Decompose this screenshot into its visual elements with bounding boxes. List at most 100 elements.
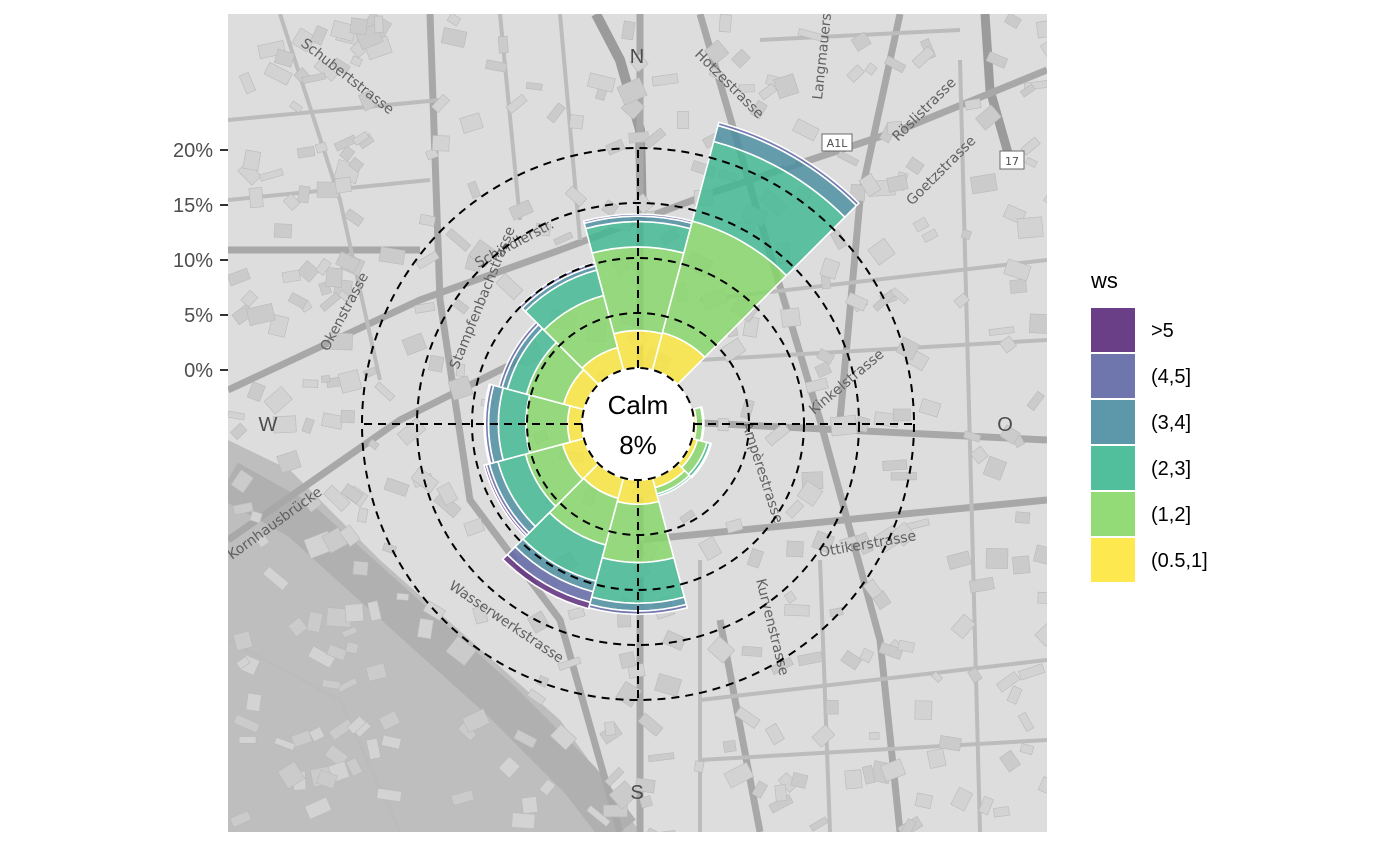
building <box>982 455 1008 481</box>
building <box>616 77 648 106</box>
building <box>647 752 675 763</box>
building <box>895 336 921 361</box>
building <box>879 758 907 782</box>
building <box>344 641 360 655</box>
building <box>450 789 475 806</box>
building <box>376 787 403 803</box>
building <box>790 771 809 789</box>
building <box>603 804 628 818</box>
building <box>858 172 882 198</box>
building <box>829 414 858 437</box>
building <box>526 688 547 706</box>
building <box>723 762 755 789</box>
building <box>862 578 883 600</box>
building <box>339 524 361 548</box>
wind-sector-segment <box>518 261 597 310</box>
direction-label-s: S <box>630 782 643 804</box>
building <box>962 430 982 443</box>
building <box>445 635 477 667</box>
building <box>734 706 761 729</box>
building <box>380 734 402 750</box>
building <box>758 83 778 101</box>
building <box>738 84 755 93</box>
building <box>693 760 705 773</box>
grid-circle <box>471 257 805 591</box>
building <box>914 792 934 810</box>
building <box>419 213 436 227</box>
building <box>988 326 1015 336</box>
building <box>797 651 824 667</box>
building <box>780 307 802 328</box>
building <box>436 481 459 506</box>
road-badge <box>999 150 1025 170</box>
building <box>228 410 246 421</box>
building <box>698 535 723 561</box>
building <box>459 112 484 134</box>
building <box>321 679 342 690</box>
road-badge <box>821 133 853 152</box>
building <box>310 25 328 46</box>
wind-sector-segment <box>483 463 528 538</box>
building <box>586 72 616 93</box>
building <box>467 180 481 199</box>
building <box>658 830 678 832</box>
building <box>546 102 566 124</box>
building <box>719 337 747 363</box>
building <box>608 780 639 810</box>
building <box>472 605 489 625</box>
building <box>445 227 472 252</box>
building <box>415 250 440 270</box>
building <box>707 635 736 664</box>
building <box>508 199 534 221</box>
building <box>230 469 254 494</box>
building <box>440 27 468 48</box>
building <box>374 381 396 402</box>
building <box>995 670 1021 693</box>
building <box>749 99 768 120</box>
building <box>365 737 382 760</box>
building <box>861 764 876 785</box>
building <box>328 332 353 351</box>
legend-label: (1,2] <box>1151 504 1191 526</box>
building <box>814 361 832 379</box>
building <box>273 48 296 68</box>
building <box>336 677 359 693</box>
direction-label-w: W <box>259 414 278 436</box>
building <box>245 692 262 712</box>
building <box>621 20 636 41</box>
building <box>461 708 491 734</box>
building <box>604 721 617 736</box>
building <box>263 385 293 415</box>
building <box>431 93 451 114</box>
building <box>816 348 835 366</box>
building <box>259 168 284 182</box>
legend: ws >5 (4,5] (3,4] (2,3] (1,2] (0.5,1] <box>1090 268 1208 582</box>
building <box>845 292 869 312</box>
building <box>341 626 358 639</box>
y-tick-label: 0% <box>184 360 213 382</box>
building <box>349 17 368 36</box>
building <box>334 176 353 194</box>
building <box>975 104 1002 131</box>
building <box>784 604 810 617</box>
building <box>505 93 528 115</box>
legend-label: (2,3] <box>1151 458 1191 480</box>
building <box>340 483 364 505</box>
building <box>662 629 687 651</box>
building <box>890 287 909 305</box>
building <box>844 769 863 790</box>
building <box>291 27 317 53</box>
y-tick-label: 20% <box>173 140 213 162</box>
building <box>352 560 369 576</box>
direction-label-o: O <box>997 414 1013 436</box>
building <box>1037 776 1047 797</box>
calm-label: Calm <box>608 390 669 420</box>
building <box>825 700 839 715</box>
building <box>786 540 804 558</box>
building <box>840 649 863 671</box>
building <box>892 408 911 422</box>
building <box>263 62 293 86</box>
building <box>811 724 836 748</box>
legend-label: (0.5,1] <box>1151 550 1208 572</box>
